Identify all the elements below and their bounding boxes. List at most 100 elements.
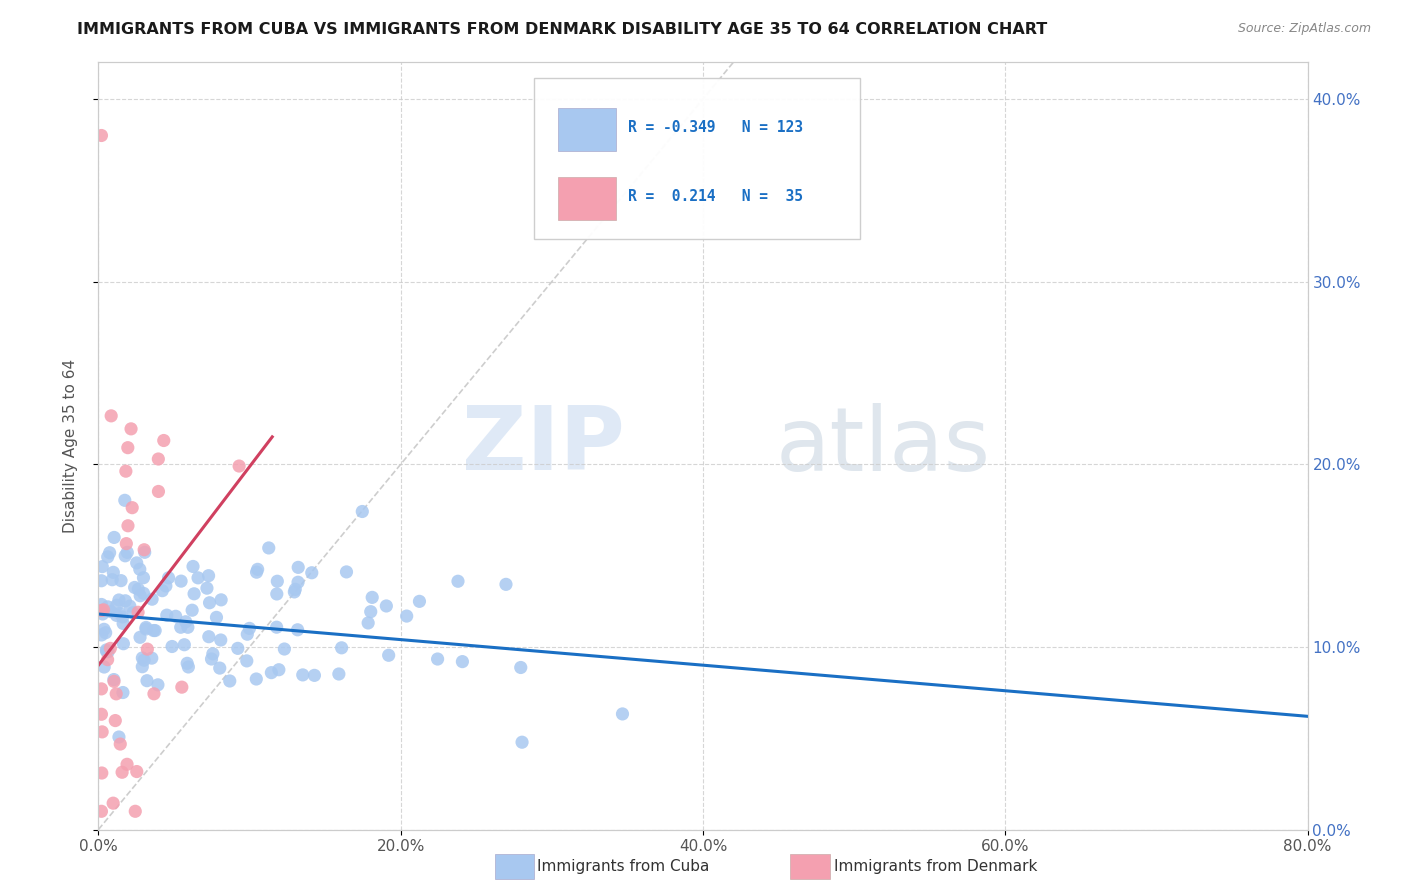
- Point: [117, 545, 139, 559]
- Point: [451, 655, 474, 669]
- Point: [200, 652, 222, 666]
- Point: [115, 464, 138, 478]
- Point: [103, 566, 125, 580]
- Point: [108, 593, 131, 607]
- Point: [201, 647, 224, 661]
- Point: [105, 608, 128, 623]
- Point: [181, 603, 204, 617]
- Point: [90, 603, 112, 617]
- Point: [93, 660, 115, 674]
- FancyBboxPatch shape: [558, 108, 616, 151]
- Point: [509, 660, 531, 674]
- Point: [128, 562, 150, 576]
- Point: [136, 673, 159, 688]
- Point: [160, 640, 183, 654]
- Point: [125, 764, 148, 779]
- Point: [266, 574, 288, 589]
- Point: [335, 565, 357, 579]
- Point: [208, 661, 231, 675]
- Point: [357, 615, 380, 630]
- Point: [97, 549, 120, 564]
- Point: [267, 663, 290, 677]
- Point: [100, 409, 122, 423]
- Point: [112, 616, 135, 631]
- FancyBboxPatch shape: [534, 78, 860, 239]
- Point: [198, 596, 221, 610]
- Point: [118, 599, 141, 614]
- Point: [111, 685, 134, 699]
- Point: [110, 737, 132, 751]
- Point: [127, 582, 149, 597]
- Point: [134, 542, 156, 557]
- Point: [198, 630, 221, 644]
- Point: [96, 643, 118, 657]
- Point: [97, 645, 120, 659]
- Point: [122, 606, 145, 620]
- Point: [510, 735, 533, 749]
- Point: [141, 592, 163, 607]
- Point: [115, 757, 138, 772]
- Point: [132, 586, 155, 600]
- Point: [114, 493, 136, 508]
- Point: [360, 605, 382, 619]
- Point: [143, 624, 166, 638]
- Point: [136, 642, 159, 657]
- Point: [96, 644, 118, 658]
- Point: [100, 605, 122, 619]
- Point: [124, 805, 146, 819]
- Point: [170, 574, 193, 588]
- Point: [257, 541, 280, 555]
- Point: [273, 642, 295, 657]
- Point: [304, 668, 326, 682]
- Point: [352, 504, 374, 518]
- Point: [111, 765, 134, 780]
- Point: [287, 560, 309, 574]
- Point: [408, 594, 430, 608]
- Point: [90, 128, 112, 143]
- Point: [328, 667, 350, 681]
- Point: [110, 574, 132, 588]
- Point: [101, 796, 124, 810]
- Point: [98, 546, 121, 560]
- Point: [177, 660, 200, 674]
- Point: [90, 766, 112, 780]
- FancyBboxPatch shape: [558, 178, 616, 219]
- Point: [209, 632, 232, 647]
- Point: [105, 687, 128, 701]
- Y-axis label: Disability Age 35 to 64: Disability Age 35 to 64: [63, 359, 77, 533]
- Point: [176, 657, 198, 671]
- Point: [375, 599, 398, 613]
- Point: [395, 609, 418, 624]
- Point: [301, 566, 323, 580]
- Text: R = -0.349   N = 123: R = -0.349 N = 123: [628, 120, 803, 136]
- Point: [283, 585, 305, 599]
- Point: [121, 500, 143, 515]
- Point: [132, 653, 155, 667]
- Point: [97, 652, 120, 666]
- Point: [266, 620, 288, 634]
- Point: [236, 654, 259, 668]
- Point: [228, 458, 250, 473]
- Point: [131, 659, 153, 673]
- Point: [174, 615, 197, 629]
- Point: [148, 484, 170, 499]
- Point: [266, 587, 288, 601]
- Point: [209, 592, 232, 607]
- Point: [90, 805, 112, 819]
- Point: [155, 579, 177, 593]
- Point: [117, 441, 139, 455]
- Point: [245, 672, 267, 686]
- Text: Immigrants from Cuba: Immigrants from Cuba: [537, 859, 710, 873]
- Point: [114, 594, 136, 608]
- Point: [142, 687, 165, 701]
- Point: [90, 707, 112, 722]
- Point: [177, 620, 200, 634]
- Point: [152, 434, 174, 448]
- Point: [173, 638, 195, 652]
- Point: [98, 641, 121, 656]
- Point: [127, 605, 149, 619]
- Point: [93, 623, 115, 637]
- Point: [125, 556, 148, 570]
- Point: [90, 574, 112, 588]
- Point: [197, 568, 219, 582]
